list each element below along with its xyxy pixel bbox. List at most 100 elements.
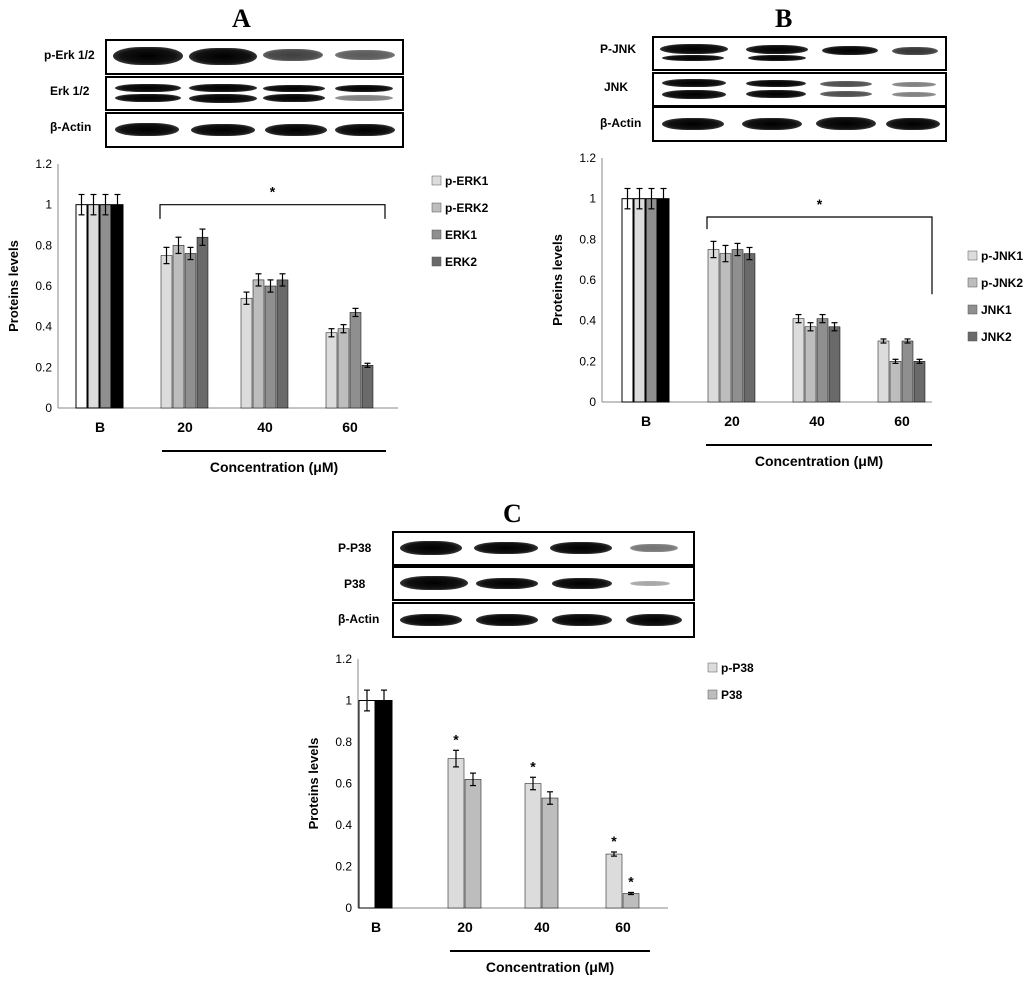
bar-JNK2-40 <box>828 326 841 403</box>
significance-bracket <box>706 216 933 295</box>
blot-b-label-3: β-Actin <box>600 116 642 130</box>
blot-c-strip-1 <box>392 531 695 566</box>
panel-b-letter: B <box>775 4 793 33</box>
bar-ERK2-60 <box>361 365 374 409</box>
legend-label-ERK1: ERK1 <box>445 228 477 242</box>
significance-star: * <box>817 196 823 212</box>
x-tick-label: 60 <box>894 413 910 429</box>
bar-p-P38-60 <box>605 853 623 909</box>
bar-JNK2-60 <box>913 361 926 403</box>
x-tick-label: B <box>95 419 105 435</box>
x-tick-label: B <box>371 919 381 935</box>
bar-p-P38-20 <box>447 758 465 909</box>
y-tick-label: 0.8 <box>579 232 596 246</box>
y-axis-title: Proteins levels <box>6 240 21 332</box>
chart-b: 0 0.2 0.4 0.6 0.8 1 1.2 Proteins levels B 20 40 60 C… <box>550 151 1023 469</box>
legend-swatch-ERK2 <box>431 256 442 267</box>
bar-p-JNK2-60 <box>889 361 902 403</box>
legend-swatch-JNK1 <box>967 304 978 315</box>
significance-star: * <box>530 758 536 774</box>
bar-JNK1-40 <box>816 318 829 403</box>
bar-ERK2-B <box>111 204 124 409</box>
bar-P38-B <box>375 700 393 909</box>
legend-swatch-p-ERK1 <box>431 175 442 186</box>
blot-b-strip-1 <box>652 36 947 71</box>
legend-label-p-P38: p-P38 <box>721 661 754 675</box>
y-axis-title: Proteins levels <box>306 738 321 830</box>
x-tick-label: 20 <box>457 919 473 935</box>
x-axis-title: Concentration (μM) <box>210 459 338 475</box>
significance-star: * <box>270 184 276 200</box>
bar-p-ERK2-40 <box>252 279 265 409</box>
y-tick-label: 0.2 <box>579 354 596 368</box>
y-axis-title: Proteins levels <box>550 234 565 326</box>
legend-swatch-p-P38 <box>707 662 718 673</box>
x-tick-label: 40 <box>534 919 550 935</box>
blot-a-label-1: p-Erk 1/2 <box>44 48 95 62</box>
bar-JNK1-20 <box>731 249 744 403</box>
bar-p-ERK1-20 <box>160 255 173 409</box>
chart-c: 0 0.2 0.4 0.6 0.8 1 1.2 Proteins levels B 20 40 60 C… <box>306 652 754 975</box>
x-tick-label: 20 <box>177 419 193 435</box>
y-tick-label: 0.4 <box>579 314 596 328</box>
y-tick-label: 0 <box>589 395 596 409</box>
significance-star: * <box>453 731 459 747</box>
y-tick-label: 1 <box>45 198 52 212</box>
significance-star: * <box>628 873 634 889</box>
bar-p-ERK1-B <box>75 204 88 409</box>
bar-p-ERK2-20 <box>172 245 185 409</box>
bar-p-JNK1-40 <box>792 318 805 403</box>
bar-ERK1-60 <box>349 312 362 409</box>
bar-P38-60 <box>622 893 640 909</box>
y-tick-label: 0.2 <box>335 860 352 874</box>
y-tick-label: 0.6 <box>335 777 352 791</box>
legend-label-ERK2: ERK2 <box>445 255 477 269</box>
bar-ERK2-20 <box>196 236 209 409</box>
bar-P38-40 <box>541 797 559 909</box>
blot-c-label-3: β-Actin <box>338 612 380 626</box>
bar-ERK1-40 <box>264 285 277 409</box>
x-tick-label: 60 <box>342 419 358 435</box>
blot-a-strip-1 <box>105 39 404 75</box>
legend-label-p-ERK1: p-ERK1 <box>445 174 489 188</box>
blot-c-label-2: P38 <box>344 577 366 591</box>
x-tick-label: 40 <box>257 419 273 435</box>
legend-swatch-P38 <box>707 689 718 700</box>
y-tick-label: 0.8 <box>35 238 52 252</box>
blot-a-label-2: Erk 1/2 <box>50 84 90 98</box>
bar-ERK1-20 <box>184 253 197 409</box>
y-tick-label: 0.4 <box>35 320 52 334</box>
legend-label-JNK2: JNK2 <box>981 330 1012 344</box>
x-tick-label: B <box>641 413 651 429</box>
panel-c-letter: C <box>503 499 522 528</box>
blot-a-label-3: β-Actin <box>50 120 92 134</box>
bar-p-JNK2-20 <box>719 253 732 403</box>
bar-ERK1-B <box>99 204 112 409</box>
x-tick-label: 60 <box>615 919 631 935</box>
panel-a-letter: A <box>232 4 251 33</box>
y-tick-label: 0.6 <box>579 273 596 287</box>
legend-label-p-JNK2: p-JNK2 <box>981 276 1023 290</box>
blot-b-label-1: P-JNK <box>600 42 637 56</box>
blot-a-strip-2 <box>105 76 404 111</box>
y-tick-label: 1.2 <box>335 652 352 666</box>
chart-a: 0 0.2 0.4 0.6 0.8 1 1.2 Proteins levels B 20 40 60 C… <box>6 157 489 475</box>
legend-swatch-JNK2 <box>967 331 978 342</box>
bar-ERK2-40 <box>276 279 289 409</box>
legend-swatch-p-JNK2 <box>967 277 978 288</box>
y-tick-label: 0.8 <box>335 735 352 749</box>
y-tick-label: 0.4 <box>335 818 352 832</box>
y-tick-label: 0 <box>45 401 52 415</box>
bar-P38-20 <box>464 779 482 909</box>
bar-p-P38-40 <box>524 783 542 909</box>
significance-bracket <box>159 204 386 219</box>
y-tick-label: 1 <box>589 192 596 206</box>
bar-JNK2-20 <box>743 253 756 403</box>
significance-star: * <box>611 833 617 849</box>
bar-p-ERK1-40 <box>240 297 253 409</box>
legend-swatch-ERK1 <box>431 229 442 240</box>
y-tick-label: 1.2 <box>579 151 596 165</box>
blot-a-strip-3 <box>105 112 404 148</box>
y-tick-label: 1 <box>345 694 352 708</box>
bar-p-JNK2-B <box>633 198 646 403</box>
